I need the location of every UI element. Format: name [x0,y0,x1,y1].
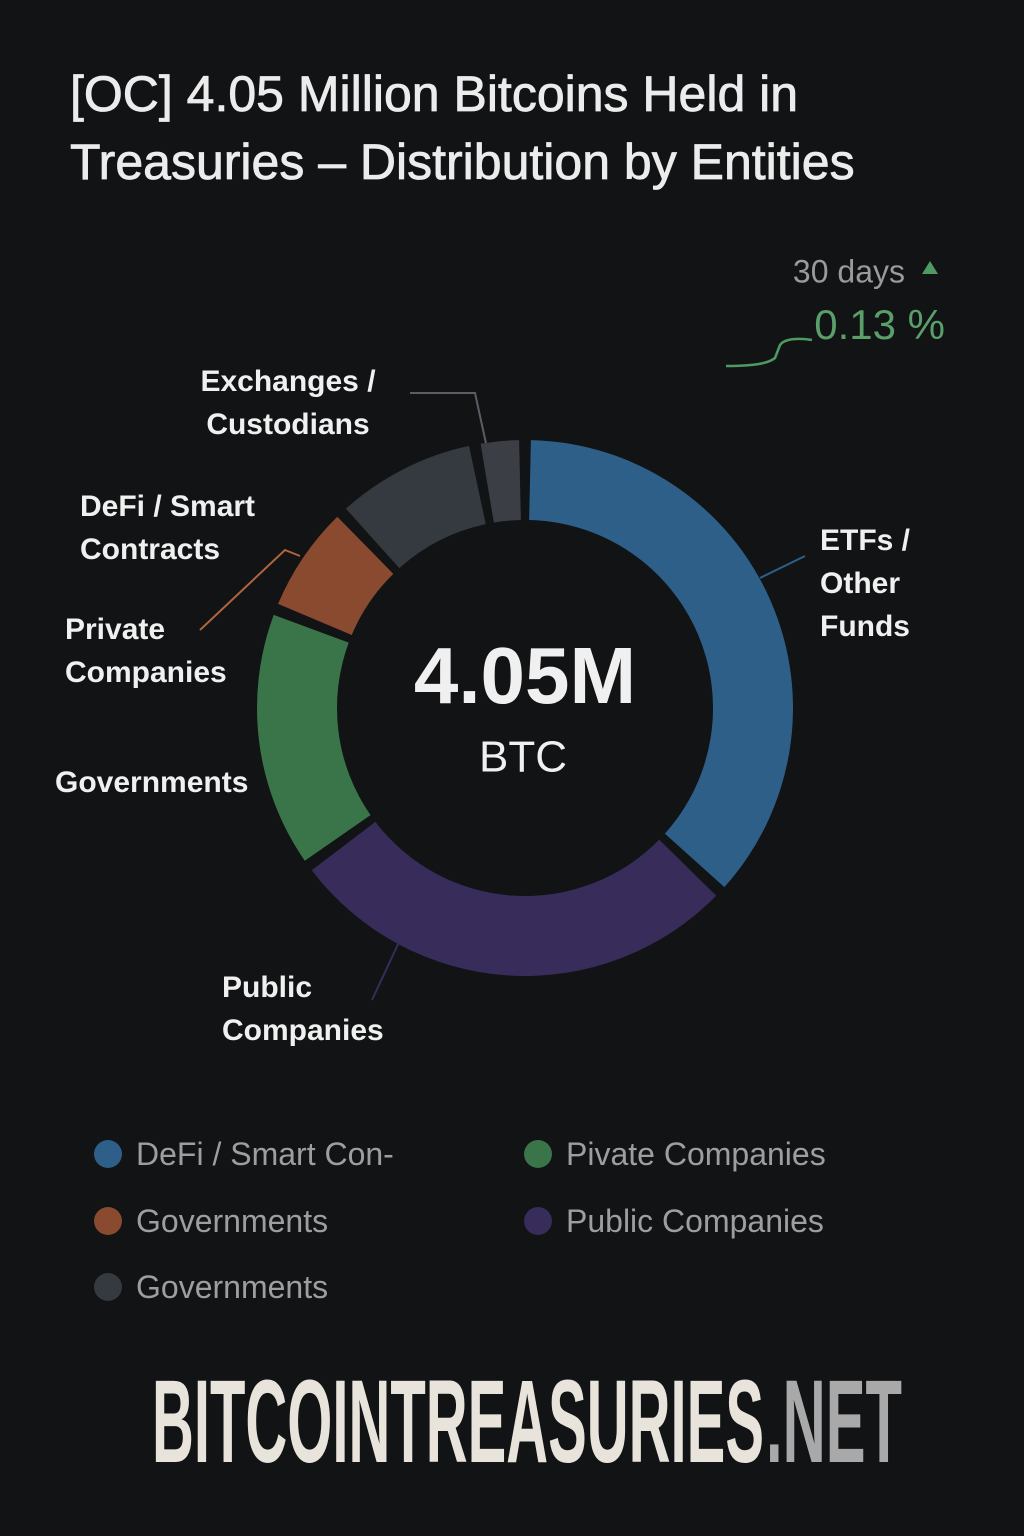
leader-line [371,939,401,1001]
segment-label: ETFs / Other Funds [820,524,911,643]
legend-label: Pivate Companies [566,1136,826,1172]
center-value: 4.05M [414,631,636,720]
segment-label: Exchanges / Custodians [200,365,376,441]
legend-swatch [94,1206,122,1235]
segment-label: Governments [55,766,249,799]
donut-segment [529,440,793,888]
trend-change: 0.13 % [814,301,945,348]
leader-line [199,548,301,631]
legend-label: DeFi / Smart Con- [136,1136,394,1172]
footer-tld: .NET [766,1356,902,1488]
segment-label: Public Companies [222,971,384,1047]
segment-label: Private Companies [65,613,227,689]
center-unit: BTC [479,733,567,782]
leader-line [759,555,806,579]
footer-site: BITCOINTREASURIES [152,1356,764,1488]
legend-swatch [94,1273,122,1301]
donut-segment [278,516,394,635]
legend-label: Governments [136,1269,329,1305]
trend-arrow [922,261,938,274]
trend-period: 30 days [793,253,905,289]
legend-swatch [94,1140,122,1168]
donut-segment [257,614,371,861]
donut-segment [311,821,717,976]
leader-line [410,392,488,449]
legend-label: Governments [136,1202,329,1239]
sparkline [725,337,813,368]
donut-segment [345,445,486,569]
donut-segment [480,440,521,523]
legend-swatch [524,1206,552,1235]
segment-label: DeFi / Smart Contracts [80,490,256,566]
legend-label: Public Companies [566,1202,824,1239]
legend-swatch [524,1140,552,1168]
chart-title: [OC] 4.05 Million Bitcoins Held in Treas… [70,66,855,191]
